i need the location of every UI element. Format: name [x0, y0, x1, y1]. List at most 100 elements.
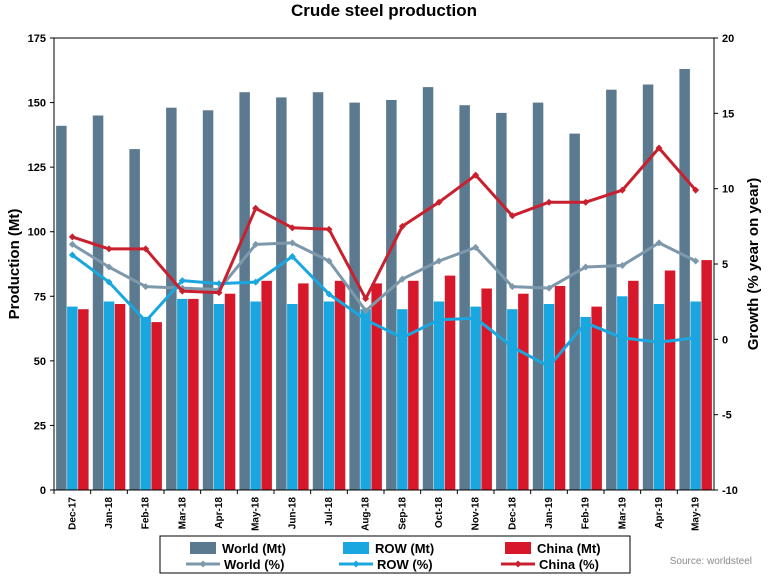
- bar-china-8: [371, 283, 382, 490]
- bar-world-9: [386, 100, 397, 490]
- point-china-17: [692, 186, 700, 194]
- bar-row-6: [287, 304, 298, 490]
- bar-china-15: [628, 280, 639, 490]
- point-world-2: [142, 283, 150, 291]
- bar-world-7: [312, 92, 324, 490]
- point-row-13: [545, 362, 553, 370]
- bar-row-1: [103, 301, 115, 490]
- point-row-15: [618, 334, 626, 342]
- chart-title: Crude steel production: [291, 1, 477, 20]
- right-tick-label-5: 15: [722, 108, 734, 120]
- x-tick-label-13: Jan-19: [544, 497, 555, 529]
- x-tick-label-17: May-19: [691, 497, 702, 531]
- legend-swatch-world-mt: [190, 542, 216, 554]
- point-china-3: [178, 287, 186, 295]
- legend-swatch-china-mt: [505, 542, 531, 554]
- bar-row-7: [323, 301, 335, 490]
- bar-china-10: [444, 275, 456, 490]
- point-world-11: [472, 243, 480, 251]
- point-row-6: [288, 252, 296, 260]
- point-row-3: [178, 277, 186, 285]
- bar-row-16: [653, 304, 665, 490]
- x-tick-label-0: Dec-17: [67, 497, 78, 530]
- x-tick-label-16: Apr-19: [654, 497, 665, 529]
- bar-china-11: [481, 288, 492, 490]
- point-world-12: [508, 283, 516, 291]
- point-row-14: [582, 319, 590, 327]
- point-china-4: [215, 289, 223, 297]
- right-axis-ticks: -10 -5 0 5 10 15 20: [714, 33, 738, 497]
- line-row: [71, 253, 696, 368]
- x-tick-label-7: Jul-18: [324, 497, 335, 526]
- legend-label-china-pct: China (%): [539, 557, 599, 572]
- bar-row-15: [617, 296, 628, 490]
- point-row-1: [105, 278, 113, 286]
- point-china-14: [582, 198, 590, 206]
- bar-world-5: [239, 92, 250, 490]
- point-world-1: [105, 263, 113, 271]
- left-tick-label-1: 25: [34, 420, 46, 432]
- bar-world-3: [166, 107, 177, 490]
- bar-world-2: [129, 149, 140, 490]
- left-tick-label-3: 75: [34, 291, 46, 303]
- x-tick-label-15: Mar-19: [617, 497, 628, 530]
- bar-world-10: [422, 87, 434, 490]
- bar-row-12: [507, 309, 518, 490]
- x-tick-label-2: Feb-18: [141, 497, 152, 530]
- bar-china-1: [114, 304, 126, 490]
- point-china-12: [508, 212, 516, 220]
- point-world-7: [325, 257, 333, 265]
- bar-world-17: [679, 69, 690, 490]
- bar-china-13: [554, 286, 566, 490]
- legend-marker-row-pct: [352, 560, 360, 568]
- x-tick-label-9: Sep-18: [397, 497, 408, 530]
- bar-china-14: [591, 306, 602, 490]
- source-note: Source: worldsteel: [670, 556, 752, 567]
- legend: World (Mt) ROW (Mt) China (Mt) World (%) ROW…: [186, 541, 601, 572]
- bar-china-5: [261, 280, 272, 490]
- x-tick-label-3: Mar-18: [177, 497, 188, 530]
- bar-china-16: [664, 270, 676, 490]
- point-world-8: [362, 307, 370, 315]
- x-tick-label-10: Oct-18: [434, 497, 445, 529]
- point-row-7: [325, 290, 333, 298]
- left-tick-label-5: 125: [28, 162, 46, 174]
- legend-marker-china-pct: [514, 560, 522, 568]
- point-world-15: [618, 262, 626, 270]
- x-tick-label-12: Dec-18: [507, 497, 518, 530]
- bar-china-9: [408, 280, 419, 490]
- point-row-17: [692, 334, 700, 342]
- point-china-10: [435, 198, 443, 206]
- point-row-10: [435, 316, 443, 324]
- legend-label-world-pct: World (%): [224, 557, 284, 572]
- left-axis-label: Production (Mt): [6, 209, 23, 320]
- left-tick-label-2: 50: [34, 356, 46, 368]
- bar-row-8: [360, 309, 371, 490]
- bar-china-0: [78, 309, 89, 490]
- point-china-7: [325, 225, 333, 233]
- legend-label-china-mt: China (Mt): [537, 541, 601, 556]
- point-world-6: [288, 239, 296, 247]
- point-china-1: [105, 245, 113, 253]
- bar-row-3: [177, 298, 188, 490]
- x-tick-label-5: May-18: [251, 497, 262, 531]
- bar-world-16: [642, 84, 654, 490]
- bar-china-2: [151, 322, 162, 490]
- bar-row-9: [397, 309, 408, 490]
- bar-world-15: [606, 89, 617, 490]
- point-world-17: [692, 257, 700, 265]
- left-axis-ticks: 0 25 50 75 100 125 150 175: [28, 33, 54, 497]
- point-row-5: [252, 278, 260, 286]
- point-row-12: [508, 343, 516, 351]
- x-tick-label-14: Feb-19: [581, 497, 592, 530]
- point-world-14: [582, 263, 590, 271]
- x-tick-label-6: Jun-18: [287, 497, 298, 530]
- x-tick-label-11: Nov-18: [471, 497, 482, 531]
- point-china-15: [618, 186, 626, 194]
- legend-box: [159, 535, 631, 574]
- point-world-13: [545, 284, 553, 292]
- legend-label-world-mt: World (Mt): [222, 541, 286, 556]
- bar-china-12: [518, 293, 529, 490]
- x-tick-label-1: Jan-18: [104, 497, 115, 529]
